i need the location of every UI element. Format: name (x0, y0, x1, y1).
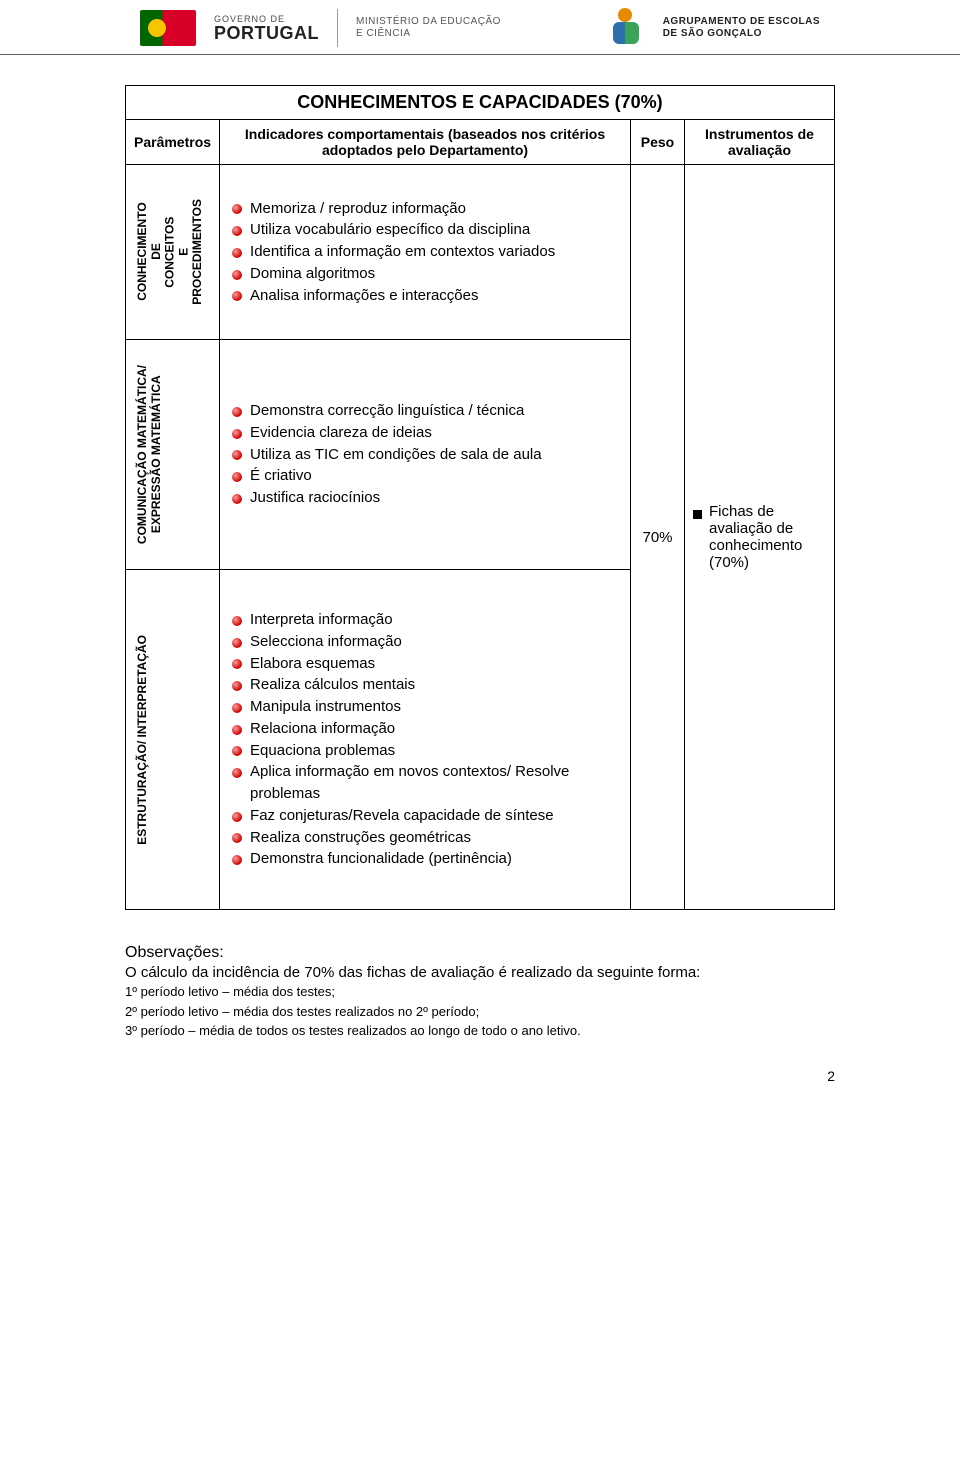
table-header-row: Parâmetros Indicadores comportamentais (… (126, 120, 835, 165)
portugal-flag-icon (140, 10, 196, 46)
param-label-2: COMUNICAÇÃO MATEMÁTICA/ EXPRESSÃO MATEMÁ… (134, 355, 166, 554)
list-item: Realiza cálculos mentais (232, 674, 622, 696)
school-group-label: AGRUPAMENTO DE ESCOLAS DE SÃO GONÇALO (663, 16, 820, 41)
list-item: Fichas de avaliação de conhecimento (70%… (693, 503, 826, 571)
agr-line1: AGRUPAMENTO DE ESCOLAS (663, 16, 820, 29)
obs-line-3: 3º período – média de todos os testes re… (125, 1022, 835, 1040)
list-item: Interpreta informação (232, 609, 622, 631)
gov-name-text: PORTUGAL (214, 24, 319, 42)
col-header-peso: Peso (631, 120, 685, 165)
list-item: Justifica raciocínios (232, 487, 622, 509)
list-item: Selecciona informação (232, 631, 622, 653)
table-title-row: CONHECIMENTOS E CAPACIDADES (70%) (126, 86, 835, 120)
ministry-line1: MINISTÉRIO DA EDUCAÇÃO (356, 16, 501, 29)
obs-line-2: 2º período letivo – média dos testes rea… (125, 1003, 835, 1021)
government-label: GOVERNO DE PORTUGAL (214, 15, 319, 42)
list-item: Utiliza as TIC em condições de sala de a… (232, 444, 622, 466)
school-group-icon (605, 8, 645, 48)
col-header-indic: Indicadores comportamentais (baseados no… (220, 120, 631, 165)
list-item: Faz conjeturas/Revela capacidade de sínt… (232, 805, 622, 827)
instrument-cell: Fichas de avaliação de conhecimento (70%… (685, 165, 835, 910)
param-label-3: ESTRUTURAÇÃO/ INTERPRETAÇÃO (134, 625, 152, 855)
indicator-list-3: Interpreta informação Selecciona informa… (228, 609, 622, 870)
list-item: Aplica informação em novos contextos/ Re… (232, 761, 622, 805)
indicator-cell-2: Demonstra correcção linguística / técnic… (220, 340, 631, 570)
divider (337, 9, 338, 47)
criteria-table: CONHECIMENTOS E CAPACIDADES (70%) Parâme… (125, 85, 835, 910)
list-item: Relaciona informação (232, 718, 622, 740)
instrument-list: Fichas de avaliação de conhecimento (70%… (693, 503, 826, 571)
list-item: Analisa informações e interacções (232, 285, 622, 307)
obs-intro: O cálculo da incidência de 70% das ficha… (125, 964, 835, 981)
list-item: Utiliza vocabulário específico da discip… (232, 219, 622, 241)
observations-block: Observações: O cálculo da incidência de … (125, 944, 835, 1040)
param-label-1: CONHECIMENTO DE CONCEITOS E PROCEDIMENTO… (134, 189, 207, 315)
list-item: Identifica a informação em contextos var… (232, 241, 622, 263)
col-header-param: Parâmetros (126, 120, 220, 165)
page-number: 2 (125, 1068, 835, 1084)
ministry-label: MINISTÉRIO DA EDUCAÇÃO E CIÊNCIA (356, 16, 501, 41)
indicator-cell-1: Memoriza / reproduz informação Utiliza v… (220, 165, 631, 340)
page-body: CONHECIMENTOS E CAPACIDADES (70%) Parâme… (0, 55, 960, 1104)
list-item: Evidencia clareza de ideias (232, 422, 622, 444)
param-cell-3: ESTRUTURAÇÃO/ INTERPRETAÇÃO (126, 570, 220, 910)
list-item: É criativo (232, 465, 622, 487)
param-cell-1: CONHECIMENTO DE CONCEITOS E PROCEDIMENTO… (126, 165, 220, 340)
table-row: CONHECIMENTO DE CONCEITOS E PROCEDIMENTO… (126, 165, 835, 340)
list-item: Equaciona problemas (232, 740, 622, 762)
page-header: GOVERNO DE PORTUGAL MINISTÉRIO DA EDUCAÇ… (0, 0, 960, 55)
table-title: CONHECIMENTOS E CAPACIDADES (70%) (126, 86, 835, 120)
indicator-cell-3: Interpreta informação Selecciona informa… (220, 570, 631, 910)
obs-title: Observações: (125, 944, 835, 962)
list-item: Demonstra correcção linguística / técnic… (232, 400, 622, 422)
col-header-instr: Instrumentos de avaliação (685, 120, 835, 165)
list-item: Realiza construções geométricas (232, 827, 622, 849)
agr-line2: DE SÃO GONÇALO (663, 28, 820, 41)
list-item: Manipula instrumentos (232, 696, 622, 718)
peso-cell: 70% (631, 165, 685, 910)
indicator-list-1: Memoriza / reproduz informação Utiliza v… (228, 198, 622, 307)
list-item: Demonstra funcionalidade (pertinência) (232, 848, 622, 870)
ministry-line2: E CIÊNCIA (356, 28, 501, 41)
list-item: Elabora esquemas (232, 653, 622, 675)
indicator-list-2: Demonstra correcção linguística / técnic… (228, 400, 622, 509)
list-item: Domina algoritmos (232, 263, 622, 285)
obs-line-1: 1º período letivo – média dos testes; (125, 983, 835, 1001)
param-cell-2: COMUNICAÇÃO MATEMÁTICA/ EXPRESSÃO MATEMÁ… (126, 340, 220, 570)
list-item: Memoriza / reproduz informação (232, 198, 622, 220)
